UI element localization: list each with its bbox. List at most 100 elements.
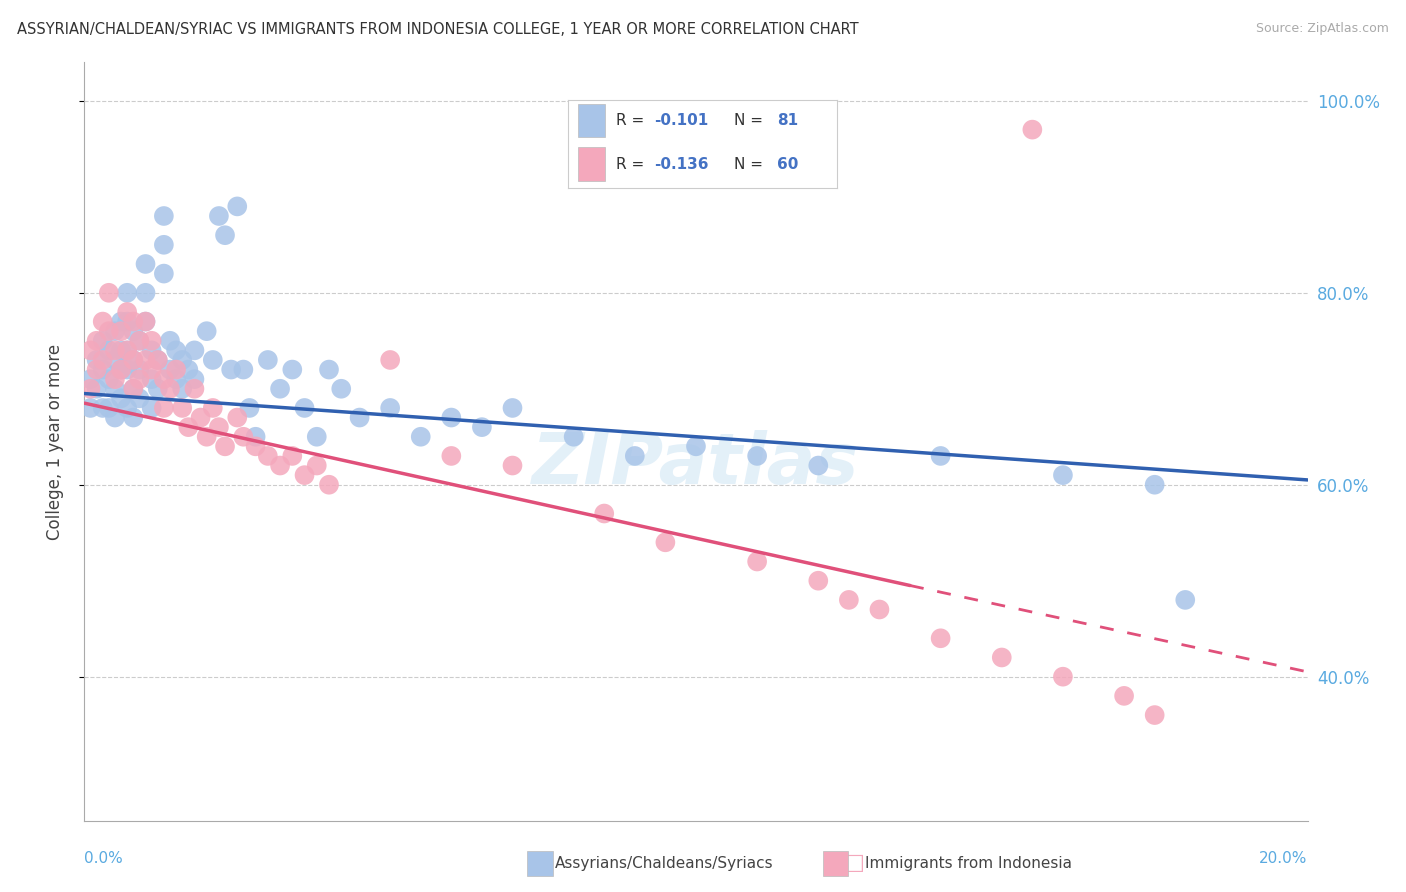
Point: [1143, 477, 1166, 491]
Point: [1052, 670, 1074, 684]
Text: Immigrants from Indonesia: Immigrants from Indonesia: [865, 856, 1071, 871]
Point: [115, 401, 138, 415]
Point: [257, 449, 280, 463]
Point: [208, 209, 231, 223]
Point: [177, 420, 200, 434]
Point: [593, 507, 616, 521]
Point: [141, 401, 163, 415]
Point: [305, 458, 328, 473]
Point: [807, 574, 830, 588]
Point: [440, 449, 463, 463]
Point: [122, 382, 145, 396]
Point: [104, 382, 127, 396]
Point: [747, 554, 769, 568]
Point: [97, 401, 120, 415]
Point: [232, 430, 254, 444]
Text: Assyrians/Chaldeans/Syriacs: Assyrians/Chaldeans/Syriacs: [555, 856, 773, 871]
Point: [128, 392, 150, 406]
Point: [86, 382, 108, 396]
Point: [177, 362, 200, 376]
Point: [159, 382, 181, 396]
Point: [562, 430, 585, 444]
Point: [1143, 708, 1166, 723]
Point: [79, 401, 101, 415]
Point: [685, 439, 707, 453]
Point: [183, 382, 205, 396]
Point: [159, 334, 181, 348]
Point: [122, 382, 145, 396]
Point: [91, 334, 114, 348]
Text: 0.0%: 0.0%: [84, 851, 124, 866]
Point: [86, 362, 108, 376]
Point: [79, 343, 101, 358]
Point: [79, 372, 101, 386]
Point: [104, 324, 127, 338]
Point: [153, 209, 176, 223]
Point: [409, 430, 432, 444]
Point: [929, 449, 952, 463]
Point: [104, 372, 127, 386]
Point: [97, 285, 120, 300]
Point: [165, 343, 187, 358]
Point: [294, 468, 316, 483]
Point: [122, 353, 145, 368]
Point: [153, 372, 176, 386]
Point: [226, 199, 249, 213]
Point: [153, 401, 176, 415]
Point: [79, 382, 101, 396]
Point: [195, 324, 218, 338]
Point: [183, 343, 205, 358]
Point: [269, 458, 291, 473]
Point: [122, 324, 145, 338]
Point: [238, 401, 260, 415]
Point: [110, 324, 132, 338]
Point: [153, 267, 176, 281]
Point: [128, 334, 150, 348]
Point: [214, 228, 236, 243]
Point: [183, 372, 205, 386]
Point: [245, 439, 267, 453]
Point: [159, 362, 181, 376]
Point: [1174, 593, 1197, 607]
Point: [97, 324, 120, 338]
Point: [269, 382, 291, 396]
Point: [165, 362, 187, 376]
Point: [219, 362, 242, 376]
Point: [97, 343, 120, 358]
Point: [318, 477, 340, 491]
Point: [201, 353, 224, 368]
Point: [281, 362, 304, 376]
Point: [624, 449, 647, 463]
Point: [91, 362, 114, 376]
Point: [471, 420, 494, 434]
Point: [115, 285, 138, 300]
Y-axis label: College, 1 year or more: College, 1 year or more: [45, 343, 63, 540]
Point: [115, 343, 138, 358]
Text: 20.0%: 20.0%: [1260, 851, 1308, 866]
Point: [122, 410, 145, 425]
Point: [208, 420, 231, 434]
Point: [165, 372, 187, 386]
Point: [135, 315, 157, 329]
Text: □: □: [534, 854, 555, 873]
Point: [115, 305, 138, 319]
Point: [135, 285, 157, 300]
Point: [305, 430, 328, 444]
Point: [110, 362, 132, 376]
Point: [190, 410, 212, 425]
Point: [201, 401, 224, 415]
Point: [135, 315, 157, 329]
Point: [172, 382, 194, 396]
Point: [135, 353, 157, 368]
Point: [115, 343, 138, 358]
Point: [281, 449, 304, 463]
Point: [86, 334, 108, 348]
Point: [115, 362, 138, 376]
Point: [91, 315, 114, 329]
Point: [141, 343, 163, 358]
Point: [245, 430, 267, 444]
Point: [654, 535, 676, 549]
Point: [128, 334, 150, 348]
Point: [110, 392, 132, 406]
Point: [869, 602, 891, 616]
